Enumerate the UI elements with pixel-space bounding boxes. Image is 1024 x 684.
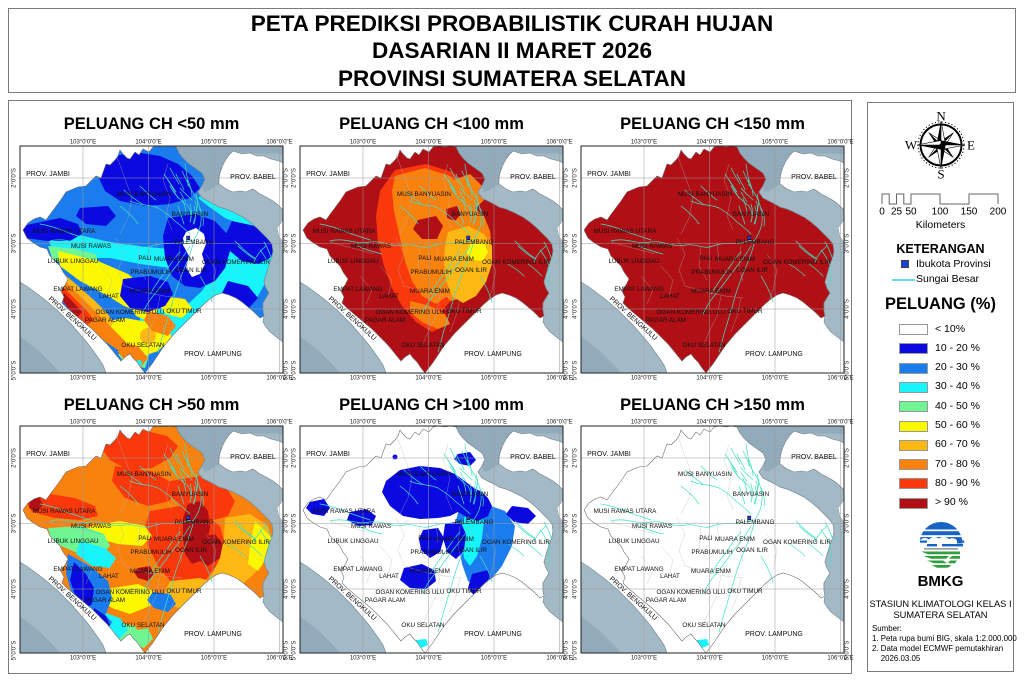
svg-text:W: W	[904, 138, 917, 153]
svg-text:S: S	[937, 167, 944, 182]
svg-text:25: 25	[891, 207, 903, 218]
svg-text:150: 150	[961, 207, 978, 218]
svg-text:0: 0	[879, 207, 885, 218]
svg-text:N: N	[936, 109, 946, 124]
svg-text:100: 100	[932, 207, 949, 218]
svg-text:50: 50	[905, 207, 917, 218]
svg-text:200: 200	[990, 207, 1007, 218]
svg-text:E: E	[967, 138, 975, 153]
